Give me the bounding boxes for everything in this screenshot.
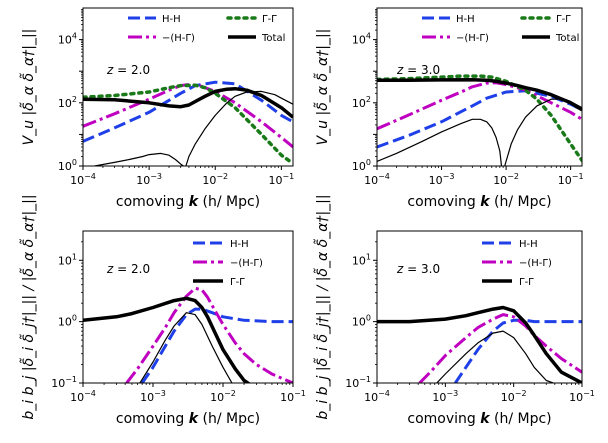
legend: H-H −(H-Γ) Γ-Γ bbox=[193, 239, 263, 288]
y-tick-label: 104 bbox=[352, 32, 371, 47]
legend-label: H-H bbox=[456, 14, 475, 25]
series-thin-line bbox=[377, 118, 503, 166]
x-tick-label: 10−1 bbox=[268, 172, 294, 187]
x-axis-label: comoving k (h/ Mpc) bbox=[116, 411, 260, 427]
panel-top-right: 10−4 10−3 10−2 10−1 100 102 104 comoving k (h/ … bbox=[313, 7, 584, 210]
legend-label: −(H-Γ) bbox=[519, 258, 552, 269]
series-thin-line bbox=[94, 152, 184, 166]
y-tick-label: 101 bbox=[352, 252, 371, 267]
y-tick-label: 100 bbox=[352, 314, 371, 329]
y-tick-label: 100 bbox=[352, 158, 371, 173]
x-tick-label: 10−3 bbox=[140, 389, 166, 404]
series-thin-line bbox=[139, 312, 233, 383]
series-h-line bbox=[377, 81, 582, 131]
redshift-label: z = 3.0 bbox=[396, 63, 440, 77]
series-h-line bbox=[125, 286, 293, 383]
x-tick-label: 10−3 bbox=[432, 389, 458, 404]
x-tick-label: 10−2 bbox=[501, 389, 527, 404]
x-tick-label: 10−3 bbox=[429, 172, 455, 187]
series-h-line bbox=[418, 313, 582, 383]
axes-frame bbox=[82, 230, 294, 384]
series-group bbox=[377, 305, 582, 383]
series-h-h-line bbox=[83, 80, 293, 143]
x-axis-label: comoving k (h/ Mpc) bbox=[116, 194, 260, 210]
axes-frame bbox=[376, 7, 583, 167]
y-tick-label: 100 bbox=[58, 158, 77, 173]
legend-label: Total bbox=[261, 33, 285, 44]
legend-label: Γ-Γ bbox=[230, 277, 245, 288]
series--line bbox=[377, 305, 582, 383]
x-tick-label: 10−1 bbox=[569, 389, 595, 404]
x-tick-label: 10−4 bbox=[70, 172, 96, 187]
y-axis-label: b_i b_j |δ̃_i δ̃_j†|_|| / |δ̃_α δ̃_α†|_|… bbox=[313, 194, 331, 419]
legend-label: Γ-Γ bbox=[262, 14, 277, 25]
redshift-label: z = 3.0 bbox=[396, 262, 440, 276]
legend: H-H −(H-Γ) Γ-Γ Total bbox=[422, 14, 579, 44]
x-tick-label: 10−1 bbox=[280, 389, 306, 404]
legend: H-H −(H-Γ) Γ-Γ bbox=[482, 239, 552, 288]
x-tick-label: 10−2 bbox=[210, 389, 236, 404]
series-group bbox=[83, 286, 293, 383]
legend-label: Total bbox=[555, 33, 579, 44]
legend-label: H-H bbox=[162, 14, 181, 25]
series-group bbox=[377, 74, 582, 166]
series-group bbox=[83, 80, 293, 166]
redshift-label: z = 2.0 bbox=[106, 262, 150, 276]
series-h-h-line bbox=[140, 307, 293, 383]
series-h-h-line bbox=[454, 318, 582, 383]
series-thin2-line bbox=[504, 98, 582, 166]
series--line bbox=[83, 296, 251, 383]
y-axis-label: b_i b_j |δ̃_i δ̃_j†|_|| / |δ̃_α δ̃_α†|_|… bbox=[19, 194, 37, 419]
y-tick-label: 100 bbox=[58, 314, 77, 329]
axes-frame bbox=[82, 7, 294, 167]
series-thin2-line bbox=[185, 90, 293, 166]
legend-label: H-H bbox=[519, 239, 538, 250]
panel-bottom-right: 10−4 10−3 10−2 10−1 10−1 100 101 comoving k (h/… bbox=[313, 194, 594, 427]
x-tick-label: 10−4 bbox=[364, 389, 390, 404]
y-tick-label: 104 bbox=[58, 32, 77, 47]
x-axis-label: comoving k (h/ Mpc) bbox=[407, 411, 551, 427]
x-tick-label: 10−1 bbox=[558, 172, 584, 187]
x-axis-label: comoving k (h/ Mpc) bbox=[407, 194, 551, 210]
legend-label: Γ-Γ bbox=[556, 14, 571, 25]
legend: H-H −(H-Γ) Γ-Γ Total bbox=[128, 14, 285, 44]
x-tick-label: 10−2 bbox=[493, 172, 519, 187]
x-tick-label: 10−4 bbox=[364, 172, 390, 187]
redshift-label: z = 2.0 bbox=[106, 63, 150, 77]
x-tick-label: 10−2 bbox=[202, 172, 228, 187]
y-axis-label: V_u |δ̃_α δ̃_α†|_|| bbox=[313, 29, 331, 146]
x-tick-label: 10−4 bbox=[70, 389, 96, 404]
x-tick-label: 10−3 bbox=[136, 172, 162, 187]
series-thin-line bbox=[436, 330, 556, 383]
panel-top-left: 10−4 10−3 10−2 10−1 100 102 104 comoving k (h/ … bbox=[19, 7, 294, 210]
legend-label: Γ-Γ bbox=[519, 277, 534, 288]
y-tick-label: 101 bbox=[58, 252, 77, 267]
series-total-line bbox=[83, 86, 293, 119]
legend-label: −(H-Γ) bbox=[230, 258, 263, 269]
y-tick-label: 102 bbox=[352, 95, 371, 110]
axes-frame bbox=[376, 230, 583, 384]
panel-bottom-left: 10−4 10−3 10−2 10−1 10−1 100 101 comoving k (h/… bbox=[19, 194, 305, 427]
series-total-line bbox=[377, 77, 582, 112]
series--line bbox=[83, 83, 293, 166]
legend-label: −(H-Γ) bbox=[162, 33, 195, 44]
y-axis-label: V_u |δ̃_α δ̃_α†|_|| bbox=[19, 29, 37, 146]
y-tick-label: 10−1 bbox=[345, 375, 371, 390]
y-tick-label: 10−1 bbox=[51, 375, 77, 390]
series--line bbox=[377, 74, 582, 163]
y-tick-label: 102 bbox=[58, 95, 77, 110]
legend-label: −(H-Γ) bbox=[456, 33, 489, 44]
legend-label: H-H bbox=[230, 239, 249, 250]
